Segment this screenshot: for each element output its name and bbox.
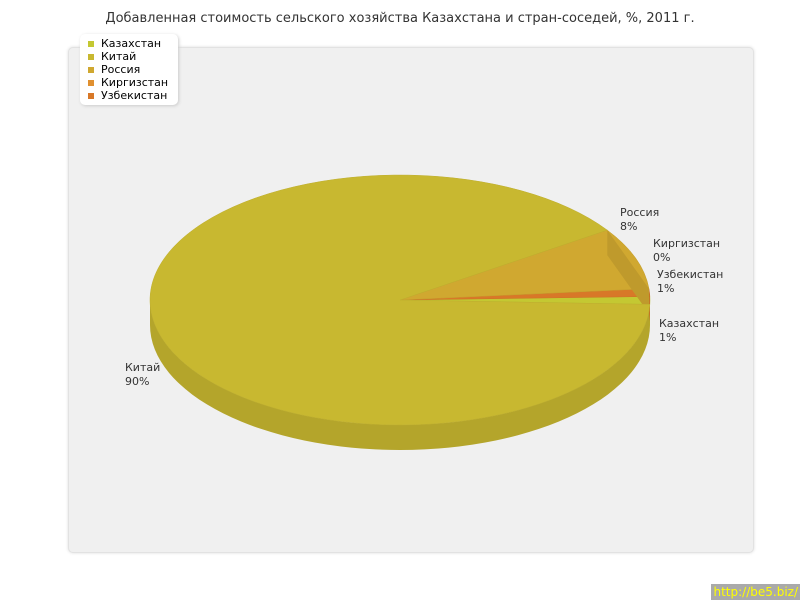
pie-slice-2 xyxy=(399,229,650,301)
label-name: Казахстан xyxy=(659,317,720,330)
label-value: 0% xyxy=(653,251,671,264)
legend-label: Узбекистан xyxy=(101,89,168,102)
label-name: Россия xyxy=(620,206,660,219)
legend-item[interactable]: Россия xyxy=(88,63,168,76)
legend-swatch xyxy=(88,79,94,86)
footer-link[interactable]: http://be5.biz/ xyxy=(711,584,800,600)
legend: Казахстан Китай Россия Киргизстан Узбеки… xyxy=(80,34,179,105)
legend-label: Киргизстан xyxy=(101,76,169,89)
legend-item[interactable]: Киргизстан xyxy=(88,76,168,89)
legend-swatch xyxy=(88,92,94,99)
legend-item[interactable]: Казахстан xyxy=(88,37,168,50)
label-value: 90% xyxy=(125,375,150,388)
legend-item[interactable]: Китай xyxy=(88,50,168,63)
label-name: Узбекистан xyxy=(657,268,724,281)
label-name: Киргизстан xyxy=(653,237,721,250)
label-value: 8% xyxy=(620,220,638,233)
data-label-kazakhstan: Казахстан 1% xyxy=(659,317,719,345)
pie-side xyxy=(150,300,650,450)
label-value: 1% xyxy=(657,282,675,295)
legend-swatch xyxy=(88,40,94,47)
data-label-kyrgyzstan: Киргизстан 0% xyxy=(653,237,720,265)
label-name: Китай xyxy=(125,361,161,374)
data-label-china: Китай 90% xyxy=(125,361,160,389)
legend-label: Китай xyxy=(101,50,137,63)
data-label-uzbekistan: Узбекистан 1% xyxy=(657,268,723,296)
pie-slice-wall-2 xyxy=(607,230,649,314)
legend-swatch xyxy=(88,66,94,73)
label-value: 1% xyxy=(659,331,677,344)
chart-title: Добавленная стоимость сельского хозяйств… xyxy=(105,11,695,26)
legend-label: Казахстан xyxy=(101,37,162,50)
legend-label: Россия xyxy=(101,63,141,76)
data-label-russia: Россия 8% xyxy=(620,206,659,234)
pie-slice-1 xyxy=(149,174,651,426)
legend-item[interactable]: Узбекистан xyxy=(88,89,168,102)
legend-swatch xyxy=(88,53,94,60)
